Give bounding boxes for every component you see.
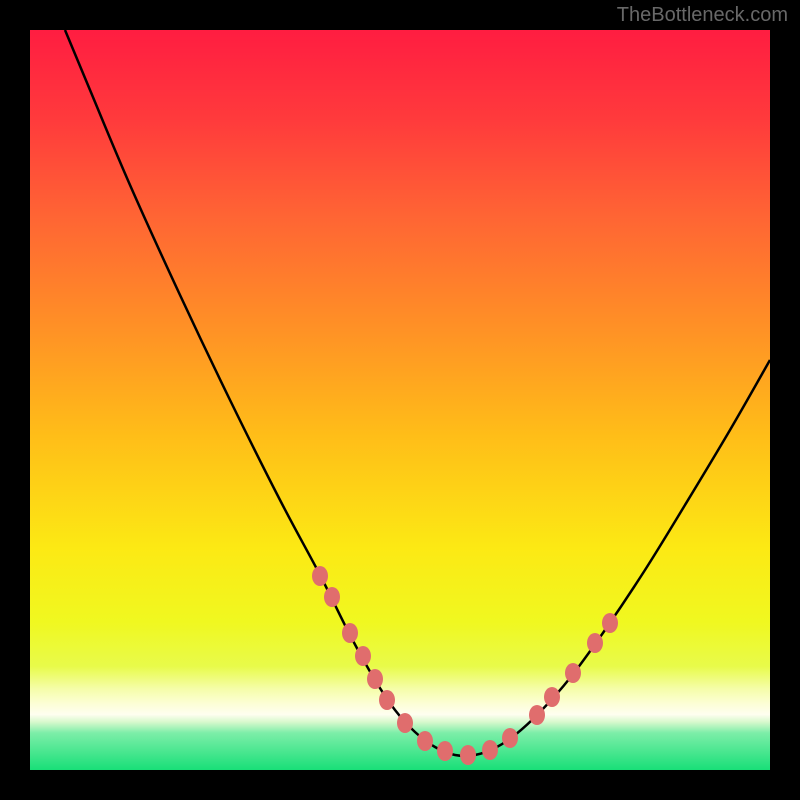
- marker-point: [397, 713, 413, 733]
- chart-container: [30, 30, 770, 770]
- marker-point: [460, 745, 476, 765]
- marker-point: [367, 669, 383, 689]
- marker-point: [417, 731, 433, 751]
- marker-point: [312, 566, 328, 586]
- marker-point: [437, 741, 453, 761]
- marker-point: [324, 587, 340, 607]
- marker-point: [379, 690, 395, 710]
- marker-point: [565, 663, 581, 683]
- marker-point: [587, 633, 603, 653]
- marker-point: [502, 728, 518, 748]
- marker-point: [602, 613, 618, 633]
- marker-point: [482, 740, 498, 760]
- marker-point: [342, 623, 358, 643]
- watermark-text: TheBottleneck.com: [617, 4, 788, 27]
- marker-point: [529, 705, 545, 725]
- marker-point: [544, 687, 560, 707]
- marker-point: [355, 646, 371, 666]
- bottleneck-curve-chart: [30, 30, 770, 770]
- gradient-background: [30, 30, 770, 770]
